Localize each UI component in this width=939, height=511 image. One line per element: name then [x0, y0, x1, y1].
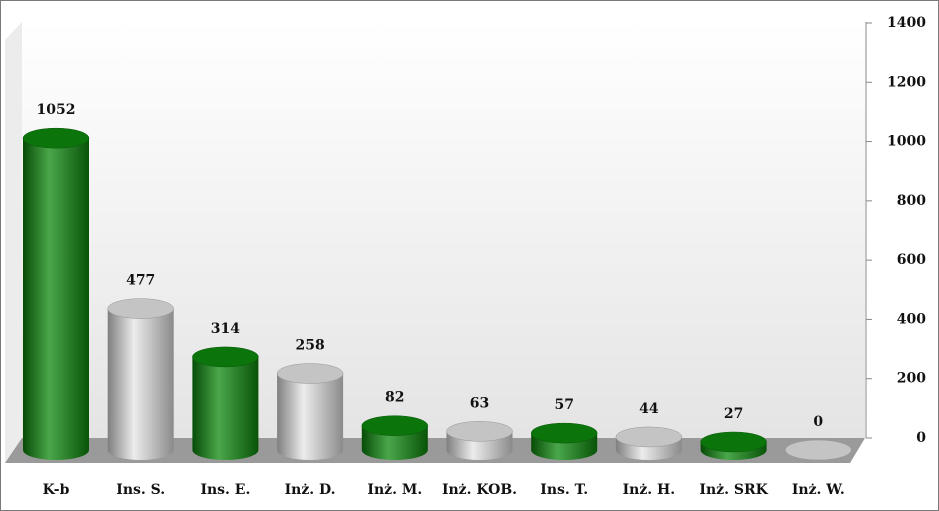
value-label: 258	[295, 338, 324, 354]
cylinder-body	[192, 356, 259, 460]
x-tick-label: Inż. SRK	[699, 482, 768, 498]
cylinder-top	[446, 421, 513, 442]
back-wall	[22, 22, 865, 438]
y-tick-label: 0	[916, 430, 926, 446]
y-tick-label: 200	[897, 371, 926, 387]
cylinder-body	[23, 138, 89, 460]
x-tick-label: Ins. S.	[116, 482, 165, 498]
cylinder-top	[192, 346, 259, 368]
y-tick-label: 600	[897, 252, 926, 268]
x-tick-label: Inż. D.	[285, 482, 336, 498]
y-tick-label: 400	[897, 311, 926, 327]
cylinder-top	[22, 127, 90, 149]
cylinder-top	[361, 415, 429, 436]
cylinder-top	[276, 363, 344, 384]
x-tick-label: K-b	[43, 482, 70, 498]
value-label: 57	[554, 397, 573, 413]
value-label: 314	[211, 321, 240, 337]
value-label: 1052	[37, 102, 76, 118]
cylinder-body	[277, 373, 344, 460]
x-tick-label: Ins. T.	[540, 482, 588, 498]
x-tick-label: Inż. M.	[367, 482, 422, 498]
cylinder-top	[700, 431, 767, 453]
value-label: 27	[724, 406, 743, 422]
cylinder-top	[615, 426, 683, 448]
value-label: 82	[385, 390, 404, 406]
y-tick-label: 1400	[887, 15, 926, 31]
value-label: 0	[813, 414, 823, 430]
side-wall	[5, 22, 22, 463]
y-tick-label: 1200	[887, 74, 926, 90]
x-tick-label: Inż. H.	[623, 482, 676, 498]
value-label: 44	[639, 401, 659, 417]
cylinder-top	[785, 439, 852, 461]
y-tick-label: 800	[897, 193, 926, 209]
cylinder-body	[107, 308, 174, 460]
y-tick-label: 1000	[887, 134, 926, 150]
x-tick-label: Ins. E.	[200, 482, 250, 498]
value-label: 63	[470, 395, 489, 411]
cylinder-top	[107, 298, 174, 319]
cylinder-top	[530, 422, 598, 444]
x-tick-label: Inż. KOB.	[442, 482, 517, 498]
x-tick-label: Inż. W.	[792, 482, 845, 498]
value-label: 477	[126, 273, 155, 289]
